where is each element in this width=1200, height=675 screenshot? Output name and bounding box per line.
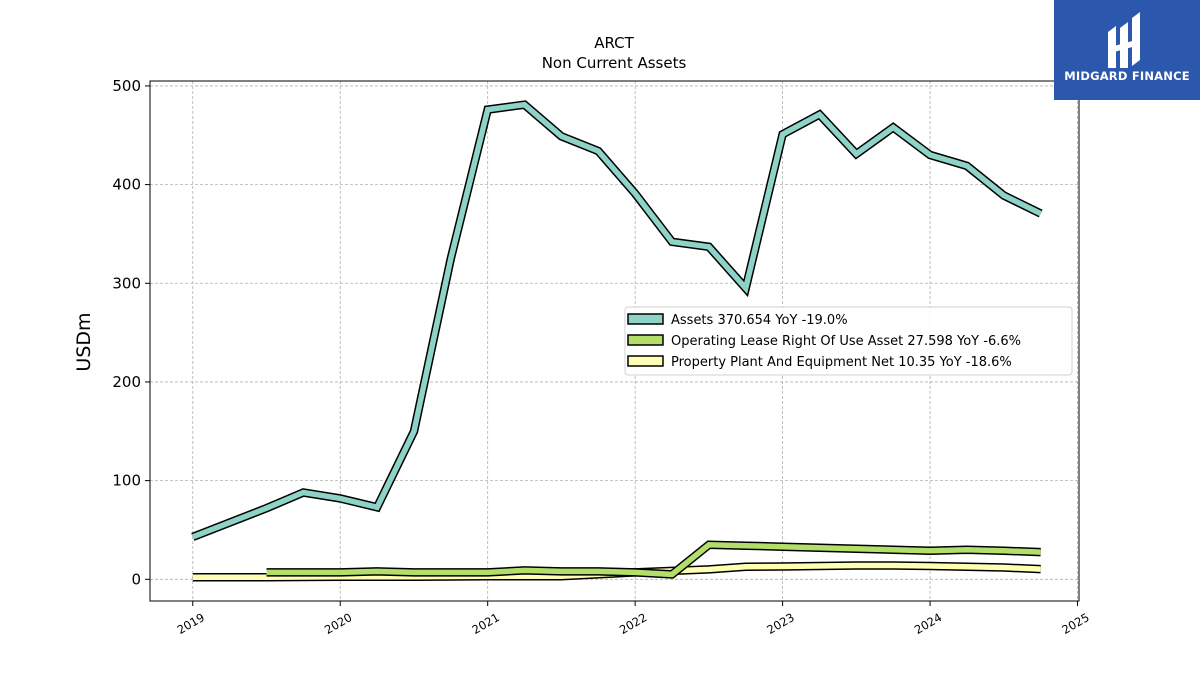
- legend-swatch-1: [627, 334, 664, 346]
- series-1-line: [266, 542, 1041, 578]
- brand-emblem-icon: [1108, 12, 1140, 68]
- y-tick-label: 300: [112, 274, 141, 292]
- brand-name: MIDGARD FINANCE: [1064, 69, 1190, 83]
- x-tick-label: 2020: [322, 610, 354, 637]
- plot-frame: [149, 80, 1080, 602]
- y-axis-label: USDm: [73, 312, 95, 371]
- legend-swatch-2: [627, 355, 664, 367]
- y-tick-label: 400: [112, 176, 141, 194]
- legend-label-2: Property Plant And Equipment Net 10.35 Y…: [671, 355, 1012, 370]
- legend-box: [624, 306, 1073, 376]
- legend: Assets 370.654 YoY -19.0% Operating Lease…: [624, 306, 1073, 376]
- chart-subtitle: Non Current Assets: [542, 54, 687, 72]
- x-tick-label: 2021: [470, 610, 502, 637]
- y-tick-label: 100: [112, 472, 141, 490]
- legend-label-1: Operating Lease Right Of Use Asset 27.59…: [671, 334, 1021, 349]
- y-tick-label: 200: [112, 373, 141, 391]
- series-2-line: [192, 562, 1041, 581]
- legend-swatch-0: [627, 313, 664, 325]
- chart-title: ARCT: [594, 34, 634, 52]
- x-tick-label: 2024: [912, 610, 944, 637]
- legend-label-0: Assets 370.654 YoY -19.0%: [671, 313, 848, 328]
- series-group: [191, 100, 1043, 582]
- y-tick-label: 500: [112, 77, 141, 95]
- x-tick-label: 2025: [1059, 610, 1091, 637]
- y-tick-label: 0: [131, 570, 141, 588]
- x-tick-label: 2022: [617, 610, 649, 637]
- x-tick-label: 2023: [764, 610, 796, 637]
- x-tick-label: 2019: [175, 610, 207, 637]
- series-0-line: [191, 101, 1042, 540]
- brand-logo: MIDGARD FINANCE: [1054, 0, 1200, 100]
